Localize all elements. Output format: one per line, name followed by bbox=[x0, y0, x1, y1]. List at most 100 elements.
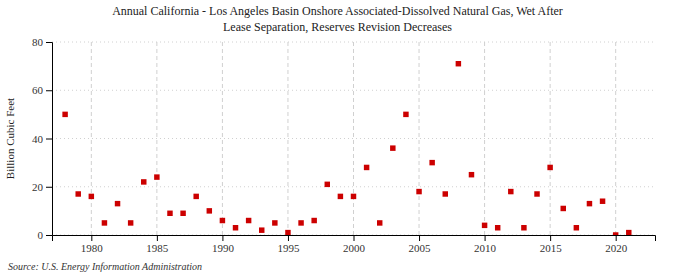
point bbox=[547, 165, 552, 170]
point bbox=[285, 230, 290, 235]
point bbox=[534, 191, 539, 196]
x-tick-mark bbox=[157, 235, 158, 241]
x-tick: 1995 bbox=[277, 235, 300, 254]
point bbox=[233, 225, 238, 230]
x-axis: 198019851990199520002005201020152020 bbox=[53, 235, 656, 254]
y-tick-label: 60 bbox=[32, 84, 44, 96]
point bbox=[351, 194, 356, 199]
point bbox=[154, 174, 159, 179]
x-tick: 1980 bbox=[81, 235, 104, 254]
grid-line-x bbox=[550, 42, 551, 235]
grid-line-y bbox=[52, 90, 655, 91]
point bbox=[115, 201, 120, 206]
point bbox=[416, 189, 421, 194]
y-axis-line bbox=[46, 43, 53, 236]
x-tick-label: 2015 bbox=[540, 242, 563, 254]
x-tick: 2010 bbox=[474, 235, 497, 254]
x-tick: 2020 bbox=[605, 235, 628, 254]
point bbox=[443, 191, 448, 196]
point bbox=[403, 112, 408, 117]
y-tick-label: 20 bbox=[32, 181, 44, 193]
y-axis-label: Billion Cubic Feet bbox=[4, 98, 16, 179]
x-tick-label: 1985 bbox=[146, 242, 169, 254]
grid bbox=[52, 42, 655, 235]
x-tick-label: 1995 bbox=[277, 242, 300, 254]
point bbox=[587, 201, 592, 206]
x-tick-label: 1980 bbox=[81, 242, 104, 254]
x-tick-label: 2000 bbox=[343, 242, 366, 254]
point bbox=[600, 198, 605, 203]
grid-line-x bbox=[222, 42, 223, 235]
grid-line-x bbox=[419, 42, 420, 235]
point bbox=[220, 218, 225, 223]
y-tick-label: 0 bbox=[38, 229, 44, 241]
y-tick-mark bbox=[46, 187, 52, 188]
point bbox=[246, 218, 251, 223]
grid-line-y bbox=[52, 186, 655, 187]
point bbox=[193, 194, 198, 199]
grid-line-x bbox=[484, 42, 485, 235]
point bbox=[325, 182, 330, 187]
point bbox=[377, 220, 382, 225]
x-tick: 1990 bbox=[212, 235, 235, 254]
x-tick-label: 2010 bbox=[474, 242, 497, 254]
point bbox=[495, 225, 500, 230]
point bbox=[167, 211, 172, 216]
point bbox=[613, 232, 618, 235]
x-tick-label: 1990 bbox=[212, 242, 235, 254]
grid-line-x bbox=[156, 42, 157, 235]
y-tick-label: 40 bbox=[32, 133, 44, 145]
point bbox=[390, 145, 395, 150]
x-tick-mark bbox=[222, 235, 223, 241]
point bbox=[482, 223, 487, 228]
y-tick: 20 bbox=[32, 181, 52, 193]
y-tick-mark bbox=[46, 90, 52, 91]
point bbox=[272, 220, 277, 225]
x-tick: 2015 bbox=[540, 235, 563, 254]
point bbox=[128, 220, 133, 225]
title: Annual California - Los Angeles Basin On… bbox=[112, 4, 563, 18]
y-tick: 40 bbox=[32, 133, 52, 145]
subtitle: Lease Separation, Reserves Revision Decr… bbox=[223, 20, 452, 34]
grid-line-x bbox=[287, 42, 288, 235]
x-tick-mark bbox=[288, 235, 289, 241]
point bbox=[207, 208, 212, 213]
point bbox=[574, 225, 579, 230]
point bbox=[561, 206, 566, 211]
points bbox=[62, 61, 631, 235]
point bbox=[102, 220, 107, 225]
grid-line-x bbox=[353, 42, 354, 235]
point bbox=[89, 194, 94, 199]
point bbox=[298, 220, 303, 225]
source: Source: U.S. Energy Information Administ… bbox=[8, 261, 202, 272]
point bbox=[259, 227, 264, 232]
point bbox=[180, 211, 185, 216]
y-tick: 0 bbox=[38, 229, 53, 241]
y-tick-mark bbox=[46, 139, 52, 140]
x-tick-mark bbox=[354, 235, 355, 241]
y-tick: 80 bbox=[32, 36, 52, 48]
x-tick-mark bbox=[485, 235, 486, 241]
point bbox=[456, 61, 461, 66]
chart-svg: 1980198519901995200020052010201520200204… bbox=[0, 0, 675, 275]
x-tick: 2000 bbox=[343, 235, 366, 254]
point bbox=[75, 191, 80, 196]
point bbox=[429, 160, 434, 165]
y-tick: 60 bbox=[32, 84, 52, 96]
point bbox=[626, 230, 631, 235]
point bbox=[521, 225, 526, 230]
x-tick: 1985 bbox=[146, 235, 169, 254]
y-axis: 0 20 40 60 80 bbox=[32, 36, 53, 241]
grid-line-x bbox=[91, 42, 92, 235]
x-tick-label: 2020 bbox=[605, 242, 628, 254]
point bbox=[311, 218, 316, 223]
grid-line-y bbox=[52, 138, 655, 139]
grid-line-x bbox=[615, 42, 616, 235]
point bbox=[62, 112, 67, 117]
x-tick-mark bbox=[616, 235, 617, 241]
point bbox=[364, 165, 369, 170]
x-tick-mark bbox=[91, 235, 92, 241]
y-tick-mark bbox=[46, 235, 52, 236]
point bbox=[338, 194, 343, 199]
point bbox=[141, 179, 146, 184]
